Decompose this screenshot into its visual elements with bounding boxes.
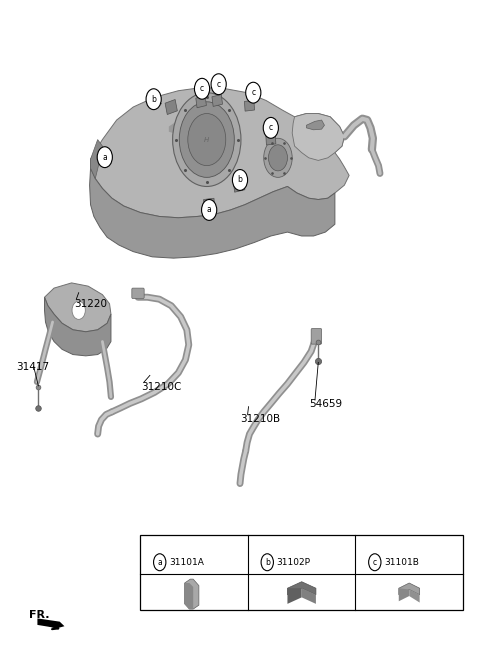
Text: b: b [265, 558, 270, 567]
Polygon shape [204, 198, 215, 211]
Text: c: c [269, 124, 273, 132]
Polygon shape [288, 581, 316, 595]
Text: 31210B: 31210B [240, 415, 280, 424]
Polygon shape [185, 579, 199, 609]
Text: 31102P: 31102P [277, 558, 311, 567]
Text: c: c [200, 84, 204, 93]
Text: a: a [157, 558, 162, 567]
Polygon shape [399, 583, 420, 595]
Text: a: a [207, 206, 212, 214]
Polygon shape [233, 178, 245, 193]
Polygon shape [91, 87, 349, 217]
Text: 31210C: 31210C [141, 382, 182, 392]
Text: 31417: 31417 [16, 363, 49, 373]
Text: a: a [102, 152, 107, 162]
Polygon shape [292, 114, 344, 160]
Circle shape [264, 138, 292, 177]
Text: c: c [251, 88, 255, 97]
Circle shape [211, 74, 226, 95]
Polygon shape [165, 99, 177, 114]
Circle shape [369, 554, 381, 571]
Polygon shape [266, 134, 276, 145]
Text: 31101A: 31101A [169, 558, 204, 567]
Polygon shape [90, 168, 335, 258]
Polygon shape [196, 96, 206, 108]
Circle shape [97, 147, 112, 168]
Circle shape [261, 554, 274, 571]
Circle shape [146, 89, 161, 110]
FancyBboxPatch shape [140, 535, 463, 610]
Text: b: b [151, 95, 156, 104]
Circle shape [154, 554, 166, 571]
Polygon shape [91, 139, 102, 179]
Text: 54659: 54659 [309, 399, 342, 409]
Polygon shape [409, 589, 420, 602]
Polygon shape [45, 283, 111, 332]
FancyBboxPatch shape [311, 328, 322, 344]
Text: c: c [373, 558, 377, 567]
FancyBboxPatch shape [132, 288, 144, 298]
Circle shape [232, 170, 248, 191]
Polygon shape [37, 618, 64, 628]
Polygon shape [306, 120, 324, 130]
Text: H: H [204, 137, 209, 143]
Circle shape [263, 118, 278, 138]
Polygon shape [185, 583, 193, 609]
Polygon shape [399, 588, 409, 601]
Polygon shape [45, 297, 111, 356]
Circle shape [246, 82, 261, 103]
Circle shape [188, 114, 226, 166]
Circle shape [268, 145, 288, 171]
Circle shape [72, 301, 85, 319]
Polygon shape [212, 95, 223, 106]
Circle shape [194, 78, 210, 99]
Polygon shape [288, 588, 301, 604]
Text: 31101B: 31101B [384, 558, 419, 567]
Circle shape [179, 102, 234, 177]
Text: FR.: FR. [29, 610, 49, 620]
Text: c: c [216, 79, 221, 89]
Text: 31220: 31220 [74, 299, 107, 309]
Polygon shape [169, 116, 202, 135]
Text: b: b [238, 175, 242, 185]
Circle shape [202, 200, 217, 220]
Circle shape [173, 93, 241, 187]
Polygon shape [244, 101, 254, 111]
Polygon shape [301, 588, 316, 604]
